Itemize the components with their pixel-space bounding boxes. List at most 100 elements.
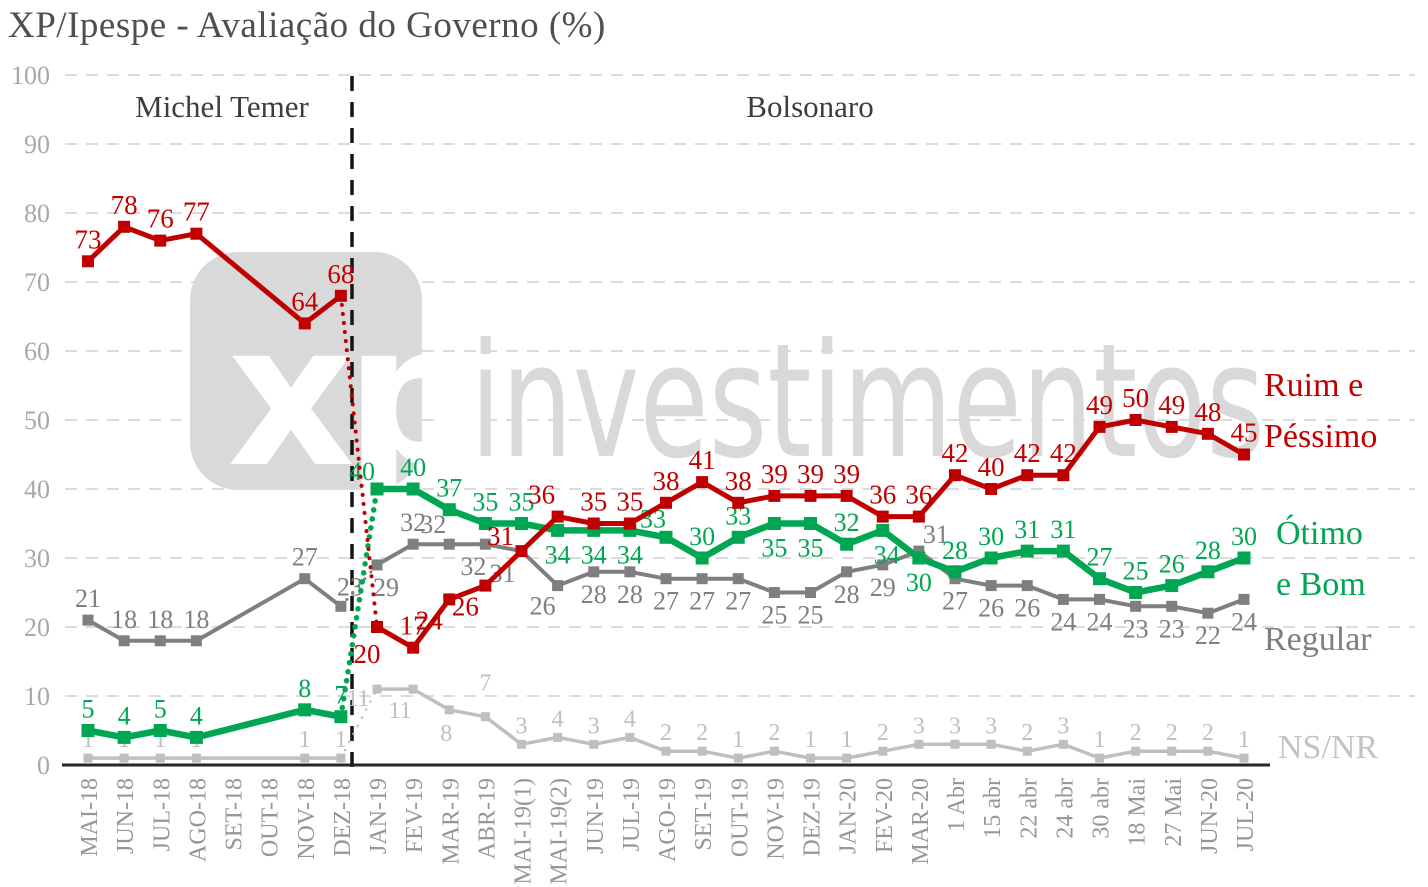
y-tick-label: 70 <box>24 268 50 297</box>
data-point-marker <box>119 753 129 763</box>
data-point-marker <box>515 517 528 530</box>
gridlines <box>65 74 1415 697</box>
data-point-label: 26 <box>530 592 556 621</box>
data-point-marker <box>914 739 924 749</box>
data-point-marker <box>767 517 781 530</box>
data-point-label: 24 <box>1087 607 1113 636</box>
data-point-marker <box>986 739 996 749</box>
data-point-label: 34 <box>617 540 643 569</box>
period-label-bolsonaro: Bolsonaro <box>746 89 873 124</box>
series-ns-nr: 111111111187343422121123332312221 <box>82 671 1250 763</box>
data-point-marker <box>1058 739 1068 749</box>
x-tick-label: 22 abr <box>1016 778 1042 839</box>
data-point-label: 41 <box>689 445 716 475</box>
data-point-marker <box>985 483 998 495</box>
data-point-marker <box>588 566 600 578</box>
x-tick-label: 15 abr <box>980 778 1006 839</box>
data-point-label: 2 <box>1202 720 1214 746</box>
data-point-label: 24 <box>416 605 444 635</box>
y-tick-label: 100 <box>11 61 50 90</box>
data-point-marker <box>696 573 708 585</box>
data-point-label: 38 <box>725 466 752 496</box>
data-point-marker <box>1130 600 1142 612</box>
x-tick-label: DEZ-18 <box>330 778 356 857</box>
x-tick-label: 27 Mai <box>1161 778 1187 847</box>
data-point-label: 23 <box>1123 614 1149 643</box>
data-point-marker <box>479 579 492 592</box>
data-point-label: 30 <box>689 522 715 551</box>
data-point-label: 26 <box>452 592 479 622</box>
xp-logo-text: xp <box>227 280 478 511</box>
legend-regular: Regular <box>1264 614 1372 665</box>
legend-label-line: NS/NR <box>1278 729 1379 766</box>
data-point-label: 2 <box>1021 720 1033 746</box>
data-point-marker <box>444 705 454 715</box>
data-point-label: 27 <box>1087 543 1113 572</box>
x-tick-label: SET-19 <box>691 778 717 850</box>
data-point-label: 34 <box>874 540 900 569</box>
data-point-label: 31 <box>487 521 514 551</box>
x-tick-label: OUT-19 <box>727 778 753 857</box>
x-tick-label: DEZ-19 <box>800 778 826 857</box>
y-tick-label: 40 <box>24 475 50 504</box>
data-point-marker <box>478 517 492 530</box>
data-point-label: 49 <box>1086 390 1113 420</box>
data-point-label: 26 <box>1159 550 1185 579</box>
data-point-label: 3 <box>516 713 528 739</box>
data-point-marker <box>697 746 707 756</box>
data-point-marker <box>335 600 347 612</box>
x-tick-label: 24 abr <box>1052 778 1078 839</box>
data-point-label: 32 <box>460 552 486 581</box>
data-point-label: 35 <box>509 488 535 517</box>
data-point-marker <box>1021 580 1033 592</box>
data-point-label: 17 <box>400 611 427 641</box>
data-point-label: 50 <box>1122 383 1149 413</box>
data-point-label: 35 <box>472 488 498 517</box>
legend-label-line: Péssimo <box>1264 418 1378 455</box>
x-tick-label: JUN-18 <box>113 778 139 854</box>
data-point-label: 39 <box>761 459 788 489</box>
data-point-label: 25 <box>1123 557 1149 586</box>
data-point-marker <box>407 641 420 654</box>
data-point-marker <box>877 559 889 571</box>
data-point-label: 28 <box>834 580 860 609</box>
data-point-marker <box>155 753 165 763</box>
data-point-label: 23 <box>337 572 363 601</box>
data-point-marker <box>551 523 565 537</box>
data-point-marker <box>984 551 998 565</box>
data-point-marker <box>154 234 167 247</box>
data-point-marker <box>660 496 672 509</box>
data-point-marker <box>624 566 636 578</box>
data-point-label: 34 <box>545 540 571 569</box>
data-point-label: 1 <box>335 727 347 753</box>
data-point-label: 30 <box>1231 522 1257 551</box>
x-axis: MAI-18 JUN-18 JUL-18 AGO-18 SET-18 OUT-18 NOV-… <box>77 778 1259 885</box>
transition-dotted-line-otimo-e-bom <box>338 486 380 720</box>
data-point-label: 45 <box>1231 418 1258 448</box>
data-point-marker <box>299 573 311 585</box>
data-point-marker <box>334 710 348 724</box>
data-point-marker <box>660 573 672 585</box>
data-point-label: 78 <box>111 190 138 220</box>
transition-dotted-line-ruim-e-pessimo <box>338 293 379 629</box>
data-point-label: 35 <box>761 534 787 563</box>
data-point-label: 3 <box>913 713 925 739</box>
data-point-marker <box>876 510 889 523</box>
data-point-label: 42 <box>1050 438 1077 468</box>
data-point-marker <box>985 580 997 592</box>
data-point-marker <box>1057 469 1070 482</box>
data-point-marker <box>552 580 564 592</box>
y-tick-label: 10 <box>24 682 50 711</box>
data-point-label: 32 <box>834 508 860 537</box>
data-point-marker <box>912 510 925 523</box>
x-tick-label: AGO-18 <box>185 778 211 862</box>
data-point-label: 24 <box>1050 607 1076 636</box>
x-tick-label: ABR-19 <box>474 778 500 859</box>
data-point-label: 11 <box>346 686 369 712</box>
data-point-marker <box>1056 544 1070 558</box>
data-point-label: 39 <box>833 459 860 489</box>
data-point-marker <box>83 753 93 763</box>
data-point-label: 42 <box>942 438 969 468</box>
y-tick-label: 80 <box>24 199 50 228</box>
data-point-label: 2 <box>877 720 889 746</box>
